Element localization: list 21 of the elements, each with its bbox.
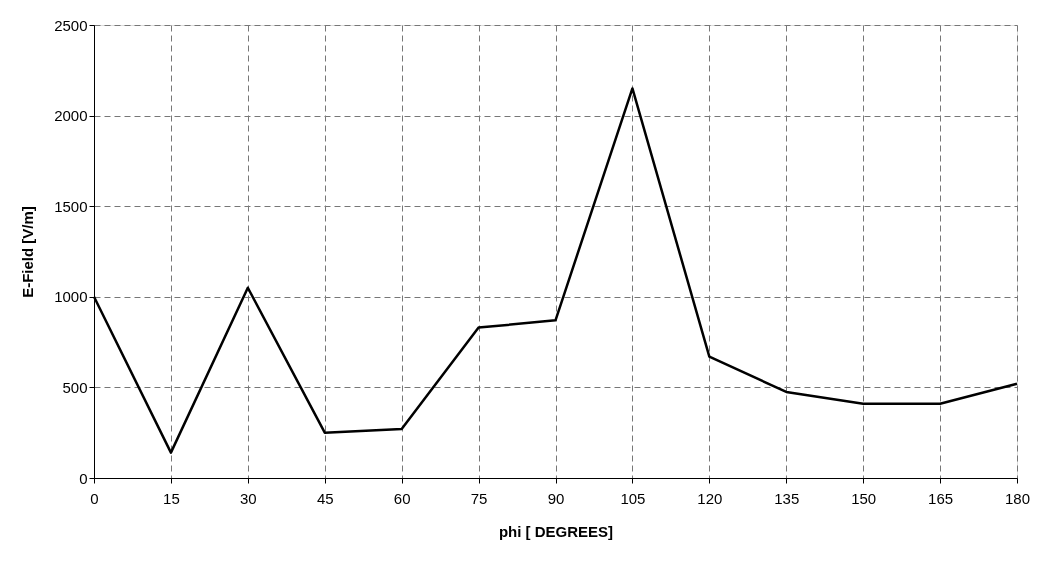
x-axis-title: phi [ DEGREES] xyxy=(498,522,614,540)
y-axis-title: E-Field [V/m] xyxy=(19,206,37,298)
x-tick-label: 75 xyxy=(470,489,488,507)
x-tick-label: 120 xyxy=(697,489,723,507)
y-tick-label: 1500 xyxy=(54,197,88,215)
x-tick-label: 45 xyxy=(316,489,334,507)
y-tick-label: 1000 xyxy=(54,288,88,306)
y-tick-label: 500 xyxy=(62,378,88,396)
x-tick-label: 30 xyxy=(239,489,257,507)
x-tick-label: 60 xyxy=(393,489,411,507)
y-tick-label: 0 xyxy=(79,469,88,487)
x-tick-label: 165 xyxy=(928,489,954,507)
x-tick-label: 135 xyxy=(774,489,800,507)
x-tick-label: 105 xyxy=(620,489,646,507)
x-tick-label: 150 xyxy=(851,489,877,507)
x-tick-label: 180 xyxy=(1004,489,1031,507)
x-tick-label: 90 xyxy=(547,489,565,507)
y-tick-label: 2000 xyxy=(54,107,88,125)
x-tick-label: 15 xyxy=(163,489,180,507)
x-tick-label: 0 xyxy=(90,489,99,507)
y-tick-label: 2500 xyxy=(54,16,88,34)
